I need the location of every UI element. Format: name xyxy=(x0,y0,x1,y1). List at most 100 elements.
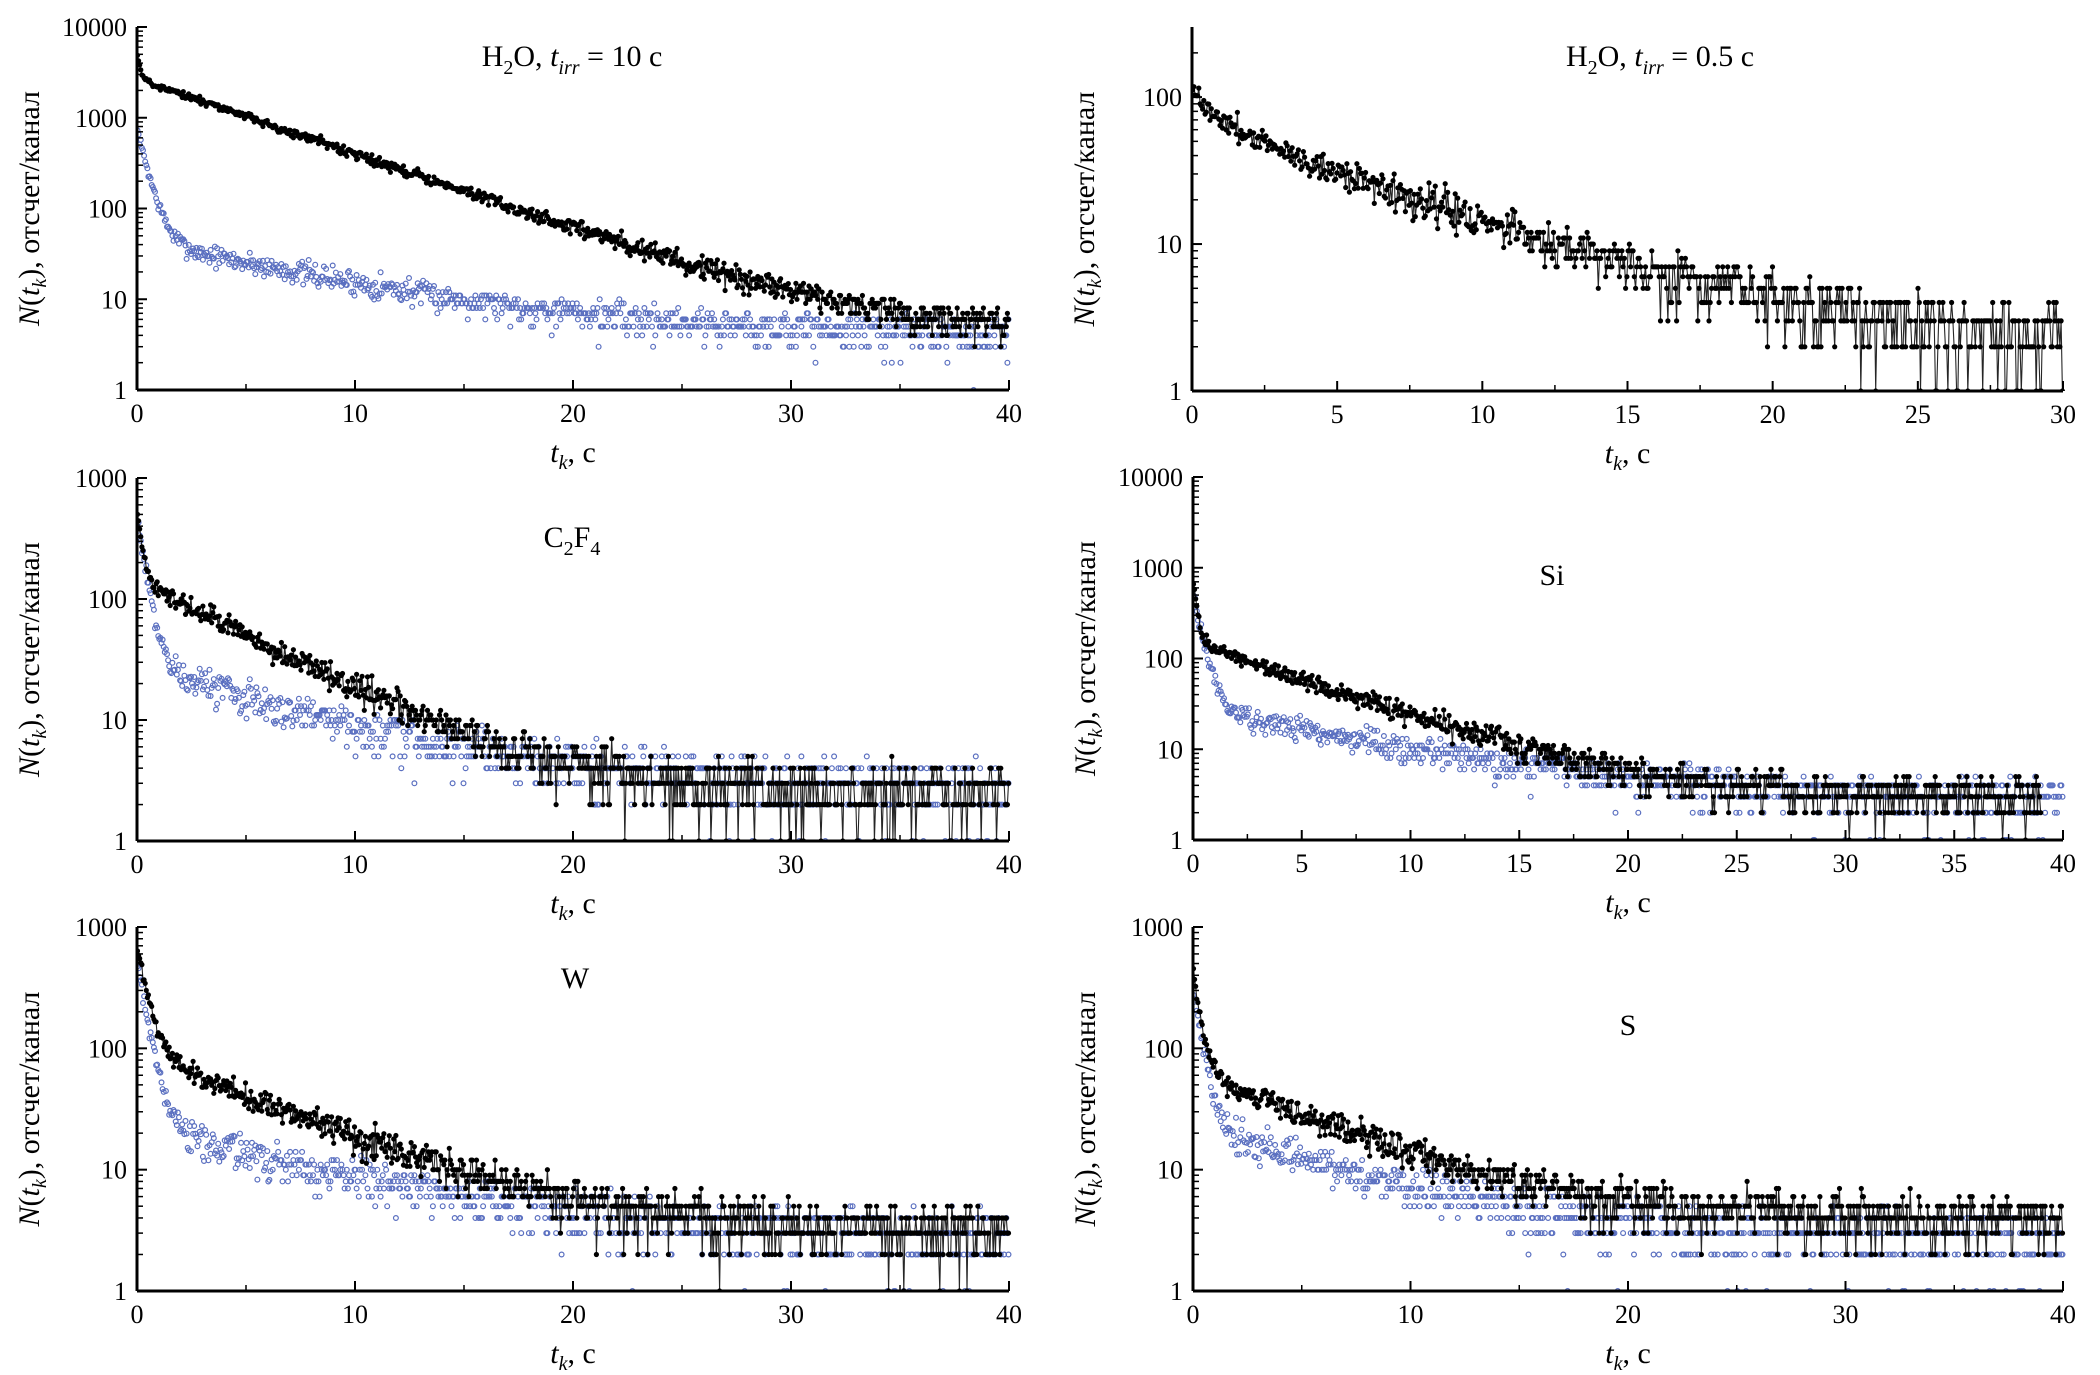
data-point xyxy=(1462,199,1468,205)
data-point xyxy=(619,323,626,330)
data-point xyxy=(966,780,972,786)
data-point xyxy=(1769,264,1776,270)
data-point xyxy=(866,316,872,322)
data-point xyxy=(1419,196,1425,202)
data-point xyxy=(774,780,781,786)
data-point xyxy=(1450,208,1456,214)
data-point xyxy=(1302,154,1308,160)
data-point xyxy=(966,343,973,350)
data-point xyxy=(881,296,887,302)
data-point xyxy=(938,765,944,771)
data-point xyxy=(645,244,651,250)
data-point xyxy=(165,657,172,664)
data-point xyxy=(688,780,694,786)
data-point xyxy=(668,323,675,330)
data-point xyxy=(955,802,961,808)
data-point xyxy=(775,802,782,808)
data-point xyxy=(1774,318,1780,324)
data-point xyxy=(872,802,879,808)
data-point xyxy=(1762,318,1768,324)
data-point xyxy=(615,233,621,239)
data-point xyxy=(1206,101,1212,107)
data-point xyxy=(152,188,159,195)
data-point xyxy=(385,728,392,735)
data-point xyxy=(1964,318,1970,324)
data-point xyxy=(1570,248,1576,254)
data-point xyxy=(460,780,467,787)
data-point xyxy=(353,272,360,279)
data-point xyxy=(701,343,708,350)
data-point xyxy=(429,285,436,292)
data-point xyxy=(1687,766,1694,773)
data-point xyxy=(1890,318,1896,324)
data-point xyxy=(798,753,805,760)
data-point xyxy=(683,272,689,278)
data-point xyxy=(1206,638,1212,645)
data-point xyxy=(1204,632,1210,638)
data-point xyxy=(553,802,559,808)
data-point xyxy=(1524,229,1530,235)
data-point xyxy=(857,323,864,330)
data-point xyxy=(894,780,900,786)
data-point xyxy=(669,780,675,786)
data-point xyxy=(1426,180,1432,186)
data-point xyxy=(602,765,608,771)
data-point xyxy=(501,292,508,299)
data-point xyxy=(140,147,147,154)
data-point xyxy=(899,310,905,316)
data-point xyxy=(1621,255,1627,261)
data-point xyxy=(484,765,491,772)
data-point xyxy=(586,323,593,330)
data-point xyxy=(1853,344,1859,350)
data-point xyxy=(422,735,429,742)
data-point xyxy=(752,343,759,350)
data-point xyxy=(676,323,683,330)
data-point xyxy=(1869,318,1875,324)
data-point xyxy=(733,262,739,268)
data-point xyxy=(882,802,888,808)
data-point xyxy=(1512,209,1518,215)
data-point xyxy=(326,688,332,694)
data-point xyxy=(513,305,520,312)
data-point xyxy=(1949,299,1955,306)
data-point xyxy=(366,684,372,690)
data-point xyxy=(329,735,336,742)
data-point xyxy=(954,305,960,311)
data-point xyxy=(1764,344,1771,350)
data-point xyxy=(690,753,697,760)
data-point xyxy=(1371,727,1378,734)
data-point xyxy=(368,743,375,750)
data-point xyxy=(717,765,723,771)
data-point xyxy=(359,673,365,679)
data-point xyxy=(1612,809,1619,816)
y-tick-label: 1 xyxy=(1169,377,1182,406)
data-point xyxy=(713,323,720,330)
data-point xyxy=(816,332,823,339)
data-point xyxy=(312,716,319,723)
data-point xyxy=(952,765,958,771)
data-point xyxy=(722,765,728,771)
data-point xyxy=(800,332,807,339)
data-point xyxy=(1496,773,1503,780)
data-point xyxy=(906,305,912,311)
data-point xyxy=(244,258,251,265)
data-point xyxy=(758,780,764,786)
data-point xyxy=(710,323,717,330)
data-point xyxy=(389,753,396,760)
data-point xyxy=(1936,299,1942,306)
data-point xyxy=(438,707,444,714)
data-point xyxy=(771,316,778,323)
data-point xyxy=(1469,754,1476,761)
data-point xyxy=(308,268,315,275)
data-point xyxy=(757,332,764,339)
data-point xyxy=(747,765,753,771)
x-axis-title: tk, c xyxy=(550,887,596,925)
data-point xyxy=(543,305,550,312)
data-point xyxy=(603,305,610,312)
data-point xyxy=(804,289,810,295)
data-point xyxy=(1500,760,1507,767)
x-tick-label: 30 xyxy=(2050,400,2076,429)
data-point xyxy=(1813,318,1819,324)
data-point xyxy=(615,305,622,312)
data-point xyxy=(532,310,539,317)
